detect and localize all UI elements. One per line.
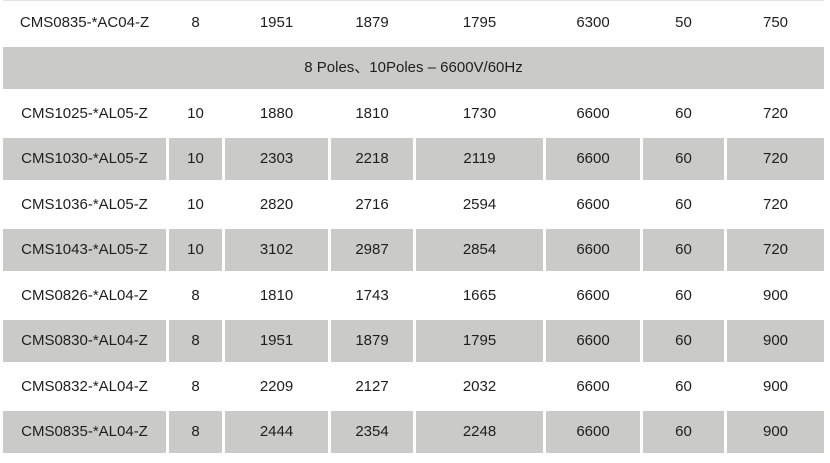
model-cell: CMS1036-*AL05-Z [3,183,166,225]
table-row: CMS1043-*AL05-Z 10 3102 2987 2854 6600 6… [3,229,824,271]
frequency-cell: 60 [643,183,724,225]
voltage-cell: 6600 [546,274,640,316]
poles-cell: 10 [169,229,222,271]
table-row: CMS1025-*AL05-Z 10 1880 1810 1730 6600 6… [3,92,824,134]
frequency-cell: 60 [643,320,724,362]
value-cell: 1665 [416,274,543,316]
poles-cell: 10 [169,183,222,225]
table-row: CMS0826-*AL04-Z 8 1810 1743 1665 6600 60… [3,274,824,316]
value-cell: 1795 [416,1,543,43]
table-top-edge [3,0,824,1]
value-cell: 1743 [331,274,413,316]
table-row: CMS0832-*AL04-Z 8 2209 2127 2032 6600 60… [3,365,824,407]
voltage-cell: 6600 [546,229,640,271]
value-cell: 2127 [331,365,413,407]
voltage-cell: 6600 [546,183,640,225]
value-cell: 2444 [225,411,328,453]
frequency-cell: 50 [643,1,724,43]
poles-cell: 8 [169,411,222,453]
voltage-cell: 6600 [546,411,640,453]
value-cell: 1879 [331,320,413,362]
value-cell: 2209 [225,365,328,407]
value-cell: 1810 [331,92,413,134]
poles-cell: 8 [169,365,222,407]
model-cell: CMS1030-*AL05-Z [3,138,166,180]
speed-cell: 720 [727,138,824,180]
value-cell: 1951 [225,1,328,43]
value-cell: 2248 [416,411,543,453]
table-row: CMS1036-*AL05-Z 10 2820 2716 2594 6600 6… [3,183,824,225]
value-cell: 1795 [416,320,543,362]
value-cell: 3102 [225,229,328,271]
speed-cell: 900 [727,411,824,453]
value-cell: 2218 [331,138,413,180]
model-cell: CMS0835-*AL04-Z [3,411,166,453]
model-cell: CMS1043-*AL05-Z [3,229,166,271]
frequency-cell: 60 [643,411,724,453]
frequency-cell: 60 [643,138,724,180]
section-header-label: 8 Poles、10Poles – 6600V/60Hz [3,47,824,89]
table-row: CMS0835-*AL04-Z 8 2444 2354 2248 6600 60… [3,411,824,453]
value-cell: 1730 [416,92,543,134]
value-cell: 1879 [331,1,413,43]
section-header-row: 8 Poles、10Poles – 6600V/60Hz [3,47,824,89]
speed-cell: 720 [727,92,824,134]
value-cell: 2987 [331,229,413,271]
frequency-cell: 60 [643,365,724,407]
poles-cell: 8 [169,320,222,362]
voltage-cell: 6600 [546,320,640,362]
voltage-cell: 6600 [546,92,640,134]
model-cell: CMS0835-*AC04-Z [3,1,166,43]
value-cell: 2716 [331,183,413,225]
model-cell: CMS1025-*AL05-Z [3,92,166,134]
speed-cell: 720 [727,229,824,271]
table-row: CMS0830-*AL04-Z 8 1951 1879 1795 6600 60… [3,320,824,362]
voltage-cell: 6600 [546,138,640,180]
speed-cell: 720 [727,183,824,225]
poles-cell: 8 [169,1,222,43]
table-row: CMS1030-*AL05-Z 10 2303 2218 2119 6600 6… [3,138,824,180]
model-cell: CMS0832-*AL04-Z [3,365,166,407]
speed-cell: 900 [727,274,824,316]
voltage-cell: 6600 [546,365,640,407]
value-cell: 2594 [416,183,543,225]
frequency-cell: 60 [643,274,724,316]
poles-cell: 10 [169,92,222,134]
value-cell: 1951 [225,320,328,362]
voltage-cell: 6300 [546,1,640,43]
speed-cell: 900 [727,365,824,407]
frequency-cell: 60 [643,92,724,134]
value-cell: 1810 [225,274,328,316]
speed-cell: 900 [727,320,824,362]
frequency-cell: 60 [643,229,724,271]
poles-cell: 10 [169,138,222,180]
value-cell: 2119 [416,138,543,180]
table-row: CMS0835-*AC04-Z 8 1951 1879 1795 6300 50… [3,1,824,43]
value-cell: 2303 [225,138,328,180]
value-cell: 2032 [416,365,543,407]
value-cell: 2820 [225,183,328,225]
model-cell: CMS0830-*AL04-Z [3,320,166,362]
model-cell: CMS0826-*AL04-Z [3,274,166,316]
value-cell: 1880 [225,92,328,134]
value-cell: 2354 [331,411,413,453]
poles-cell: 8 [169,274,222,316]
value-cell: 2854 [416,229,543,271]
speed-cell: 750 [727,1,824,43]
